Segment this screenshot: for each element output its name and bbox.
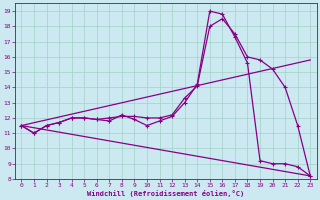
- X-axis label: Windchill (Refroidissement éolien,°C): Windchill (Refroidissement éolien,°C): [87, 190, 244, 197]
